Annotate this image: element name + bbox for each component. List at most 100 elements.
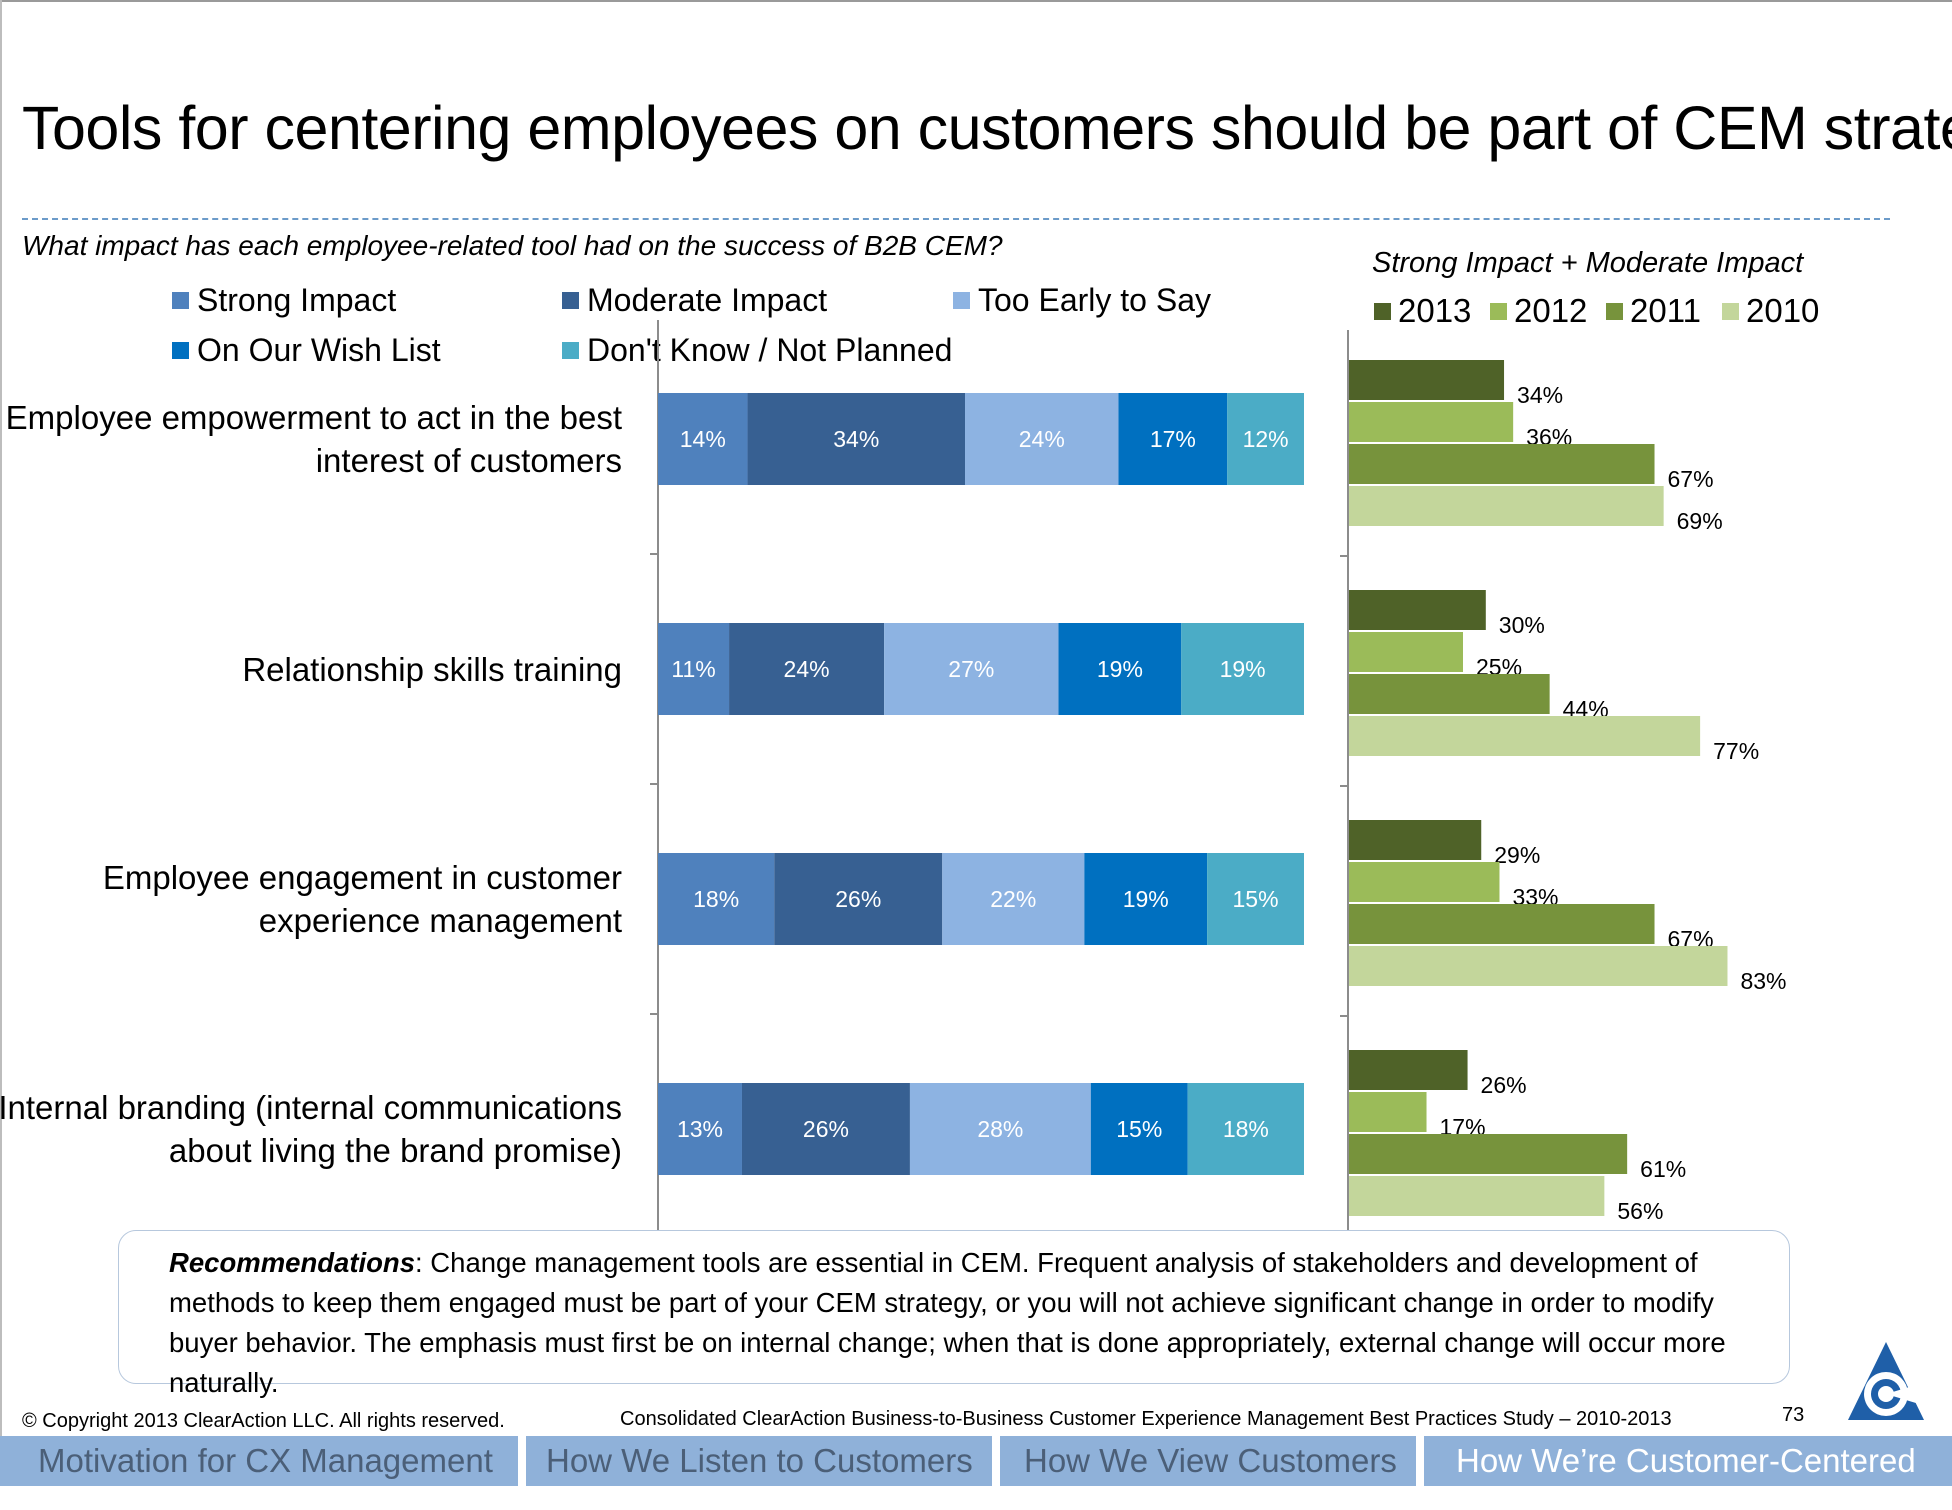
category-line: about living the brand promise) — [168, 1132, 622, 1169]
bar-segment — [658, 1083, 742, 1175]
data-label: 12% — [1243, 426, 1289, 452]
bar-segment — [1227, 393, 1304, 485]
bar-segment — [909, 1083, 1091, 1175]
bar-segment — [1181, 623, 1304, 715]
year-bar — [1349, 1176, 1605, 1216]
data-label: 69% — [1677, 508, 1723, 534]
clearaction-logo-icon — [1848, 1342, 1926, 1420]
data-label: 15% — [1116, 1116, 1162, 1142]
legend-swatch — [172, 292, 189, 309]
data-label: 28% — [977, 1116, 1023, 1142]
year-bar — [1349, 1092, 1427, 1132]
data-label: 27% — [948, 656, 994, 682]
top-border — [0, 0, 1952, 2]
category-line: Employee empowerment to act in the best — [5, 399, 622, 436]
legend-label: Too Early to Say — [978, 282, 1211, 318]
category-line: Internal branding (internal communicatio… — [0, 1089, 622, 1126]
data-label: 11% — [671, 656, 715, 682]
data-label: 22% — [990, 886, 1036, 912]
tab-listen[interactable]: How We Listen to Customers — [526, 1436, 992, 1486]
category-label-empowerment: Employee empowerment to act in the best … — [6, 396, 622, 482]
legend-label: Don't Know / Not Planned — [587, 332, 953, 368]
bar-segment — [774, 853, 943, 945]
legend-2012: 2012 — [1490, 292, 1587, 330]
bar-segment — [747, 393, 966, 485]
year-bar — [1349, 590, 1486, 630]
category-label-branding: Internal branding (internal communicatio… — [0, 1086, 622, 1172]
recommendations-text: : Change management tools are essential … — [169, 1247, 1726, 1398]
legend-strong-impact: Strong Impact — [172, 282, 396, 319]
bar-segment — [942, 853, 1085, 945]
recommendations-label: Recommendations — [169, 1247, 416, 1278]
legend-label: 2011 — [1630, 292, 1701, 329]
data-label: 26% — [803, 1116, 849, 1142]
data-label: 14% — [680, 426, 726, 452]
tab-motivation[interactable]: Motivation for CX Management — [0, 1436, 518, 1486]
legend-swatch — [1606, 302, 1623, 320]
data-label: 83% — [1740, 968, 1786, 994]
year-bar — [1349, 904, 1655, 944]
data-label: 13% — [677, 1116, 723, 1142]
legend-swatch — [1374, 302, 1391, 320]
year-bar — [1349, 402, 1514, 442]
legend-swatch — [1490, 302, 1507, 320]
legend-label: 2013 — [1398, 292, 1472, 329]
bar-segment — [658, 623, 730, 715]
year-bar — [1349, 444, 1655, 484]
bar-segment — [658, 853, 775, 945]
bar-segment — [1118, 393, 1228, 485]
data-label: 30% — [1499, 612, 1545, 638]
legend-label: Moderate Impact — [587, 282, 828, 318]
data-label: 61% — [1640, 1156, 1686, 1182]
study-title: Consolidated ClearAction Business-to-Bus… — [620, 1408, 1672, 1430]
copyright-text: © Copyright 2013 ClearAction LLC. All ri… — [22, 1410, 505, 1432]
legend-swatch — [953, 292, 970, 309]
bar-segment — [1090, 1083, 1188, 1175]
data-label: 26% — [1481, 1072, 1527, 1098]
yearly-bar-chart: 34%36%67%69%30%25%44%77%29%33%67%83%26%1… — [1340, 330, 1787, 1230]
category-label-engagement: Employee engagement in customer experien… — [103, 856, 622, 942]
year-bar — [1349, 716, 1701, 756]
legend-label: On Our Wish List — [197, 332, 441, 368]
category-line: interest of customers — [315, 442, 622, 479]
legend-label: 2010 — [1746, 292, 1820, 329]
tab-customer-centered[interactable]: How We’re Customer-Centered — [1424, 1436, 1952, 1486]
legend-label: 2012 — [1514, 292, 1588, 329]
year-bar — [1349, 360, 1505, 400]
year-bar — [1349, 674, 1550, 714]
data-label: 26% — [835, 886, 881, 912]
bar-segment — [1084, 853, 1208, 945]
legend-swatch — [562, 342, 579, 359]
legend-swatch — [1722, 302, 1739, 320]
year-bar — [1349, 862, 1500, 902]
data-label: 24% — [784, 656, 830, 682]
legend-2011: 2011 — [1606, 292, 1701, 330]
recommendations-box: Recommendations: Change management tools… — [118, 1230, 1790, 1398]
year-bar — [1349, 486, 1664, 526]
legend-label: Strong Impact — [197, 282, 397, 318]
tab-label: Motivation for CX Management — [38, 1442, 493, 1479]
year-bar — [1349, 820, 1482, 860]
category-line: experience management — [258, 902, 622, 939]
data-label: 67% — [1668, 466, 1714, 492]
tab-label: How We View Customers — [1024, 1442, 1397, 1479]
bar-segment — [1207, 853, 1304, 945]
tab-view[interactable]: How We View Customers — [1000, 1436, 1416, 1486]
legend-2013: 2013 — [1374, 292, 1471, 330]
data-label: 19% — [1220, 656, 1266, 682]
data-label: 34% — [1517, 382, 1563, 408]
legend-swatch — [562, 292, 579, 309]
legend-swatch — [172, 342, 189, 359]
year-bar — [1349, 1050, 1468, 1090]
bar-segment — [965, 393, 1119, 485]
data-label: 18% — [693, 886, 739, 912]
data-label: 19% — [1097, 656, 1143, 682]
data-label: 24% — [1019, 426, 1065, 452]
year-bar — [1349, 946, 1728, 986]
tab-label: How We Listen to Customers — [546, 1442, 973, 1479]
left-border — [0, 0, 2, 1440]
stacked-bar-chart: 14% 34% 24% 17% 12% 11% 24% 27% 19% 19% 18% 26% 22% 1… — [650, 320, 1304, 1230]
year-bar — [1349, 1134, 1628, 1174]
category-line: Employee engagement in customer — [102, 859, 622, 896]
legend-too-early: Too Early to Say — [953, 282, 1211, 319]
